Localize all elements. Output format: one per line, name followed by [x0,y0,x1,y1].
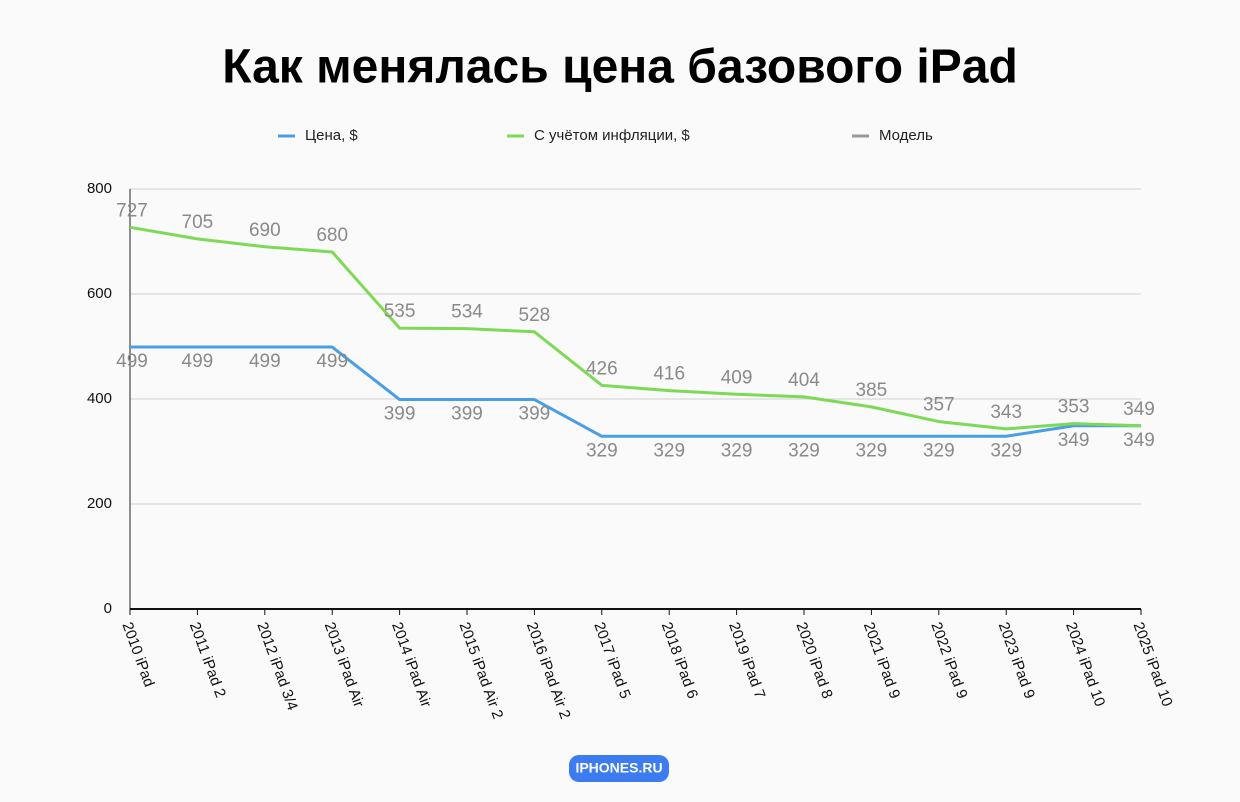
data-label: 499 [249,351,281,372]
source-badge [569,755,669,782]
legend-label: С учётом инфляции, $ [534,127,690,144]
x-tick-label: 2020 iPad 8 [793,620,836,701]
data-label: 329 [856,440,888,461]
x-tick-label: 2014 iPad Air [388,620,434,710]
y-tick-label: 200 [87,495,112,512]
data-label: 329 [586,440,618,461]
data-label: 329 [788,440,820,461]
x-tick-label: 2013 iPad Air [321,620,367,710]
data-label: 349 [1123,430,1155,451]
data-label: 399 [451,404,483,425]
x-tick-label: 2010 iPad [119,620,158,689]
data-label: 690 [249,220,281,241]
data-label: 385 [856,380,888,401]
data-label: 416 [653,364,685,385]
data-label: 329 [721,440,753,461]
x-tick-label: 2021 iPad 9 [860,620,903,701]
data-label: 499 [316,351,348,372]
x-tick-label: 2019 iPad 7 [725,620,768,701]
data-label: 357 [923,395,955,416]
data-label: 349 [1123,399,1155,420]
y-tick-label: 400 [87,390,112,407]
x-tick-label: 2016 iPad Air 2 [523,620,574,721]
x-tick-label: 2011 iPad 2 [186,620,229,700]
data-label: 409 [721,367,753,388]
data-label: 343 [990,402,1022,423]
x-tick-label: 2018 iPad 6 [658,620,701,701]
y-tick-label: 0 [104,600,112,617]
data-label: 680 [316,225,348,246]
data-label: 399 [384,404,416,425]
x-tick-label: 2015 iPad Air 2 [456,620,507,721]
data-label: 329 [653,440,685,461]
data-label: 499 [182,351,214,372]
y-tick-label: 600 [87,285,112,302]
line [130,345,1141,438]
data-label: 727 [116,200,148,221]
data-label: 499 [116,351,148,372]
legend-label: Модель [879,127,933,144]
data-label: 353 [1058,397,1090,418]
x-tick-label: 2017 iPad 5 [590,620,633,701]
data-label: 426 [586,358,618,379]
line [129,225,1142,431]
data-label: 534 [451,302,483,323]
legend-label: Цена, $ [305,127,358,144]
chart-title: Как менялась цена базового iPad [222,41,1018,94]
x-tick-label: 2025 iPad 10 [1130,620,1176,709]
x-tick-label: 2012 iPad 3/4 [253,620,301,713]
data-label: 535 [384,301,416,322]
source: IPHONES.RU [575,760,662,776]
data-label: 404 [788,370,820,391]
data-label: 399 [519,404,551,425]
data-label: 329 [923,440,955,461]
data-label: 705 [182,212,214,233]
data-label: 349 [1058,430,1090,451]
x-tick-label: 2024 iPad 10 [1062,620,1108,709]
x-tick-label: 2023 iPad 9 [995,620,1038,701]
x-tick-label: 2022 iPad 9 [927,620,970,701]
data-label: 528 [519,305,551,326]
y-tick-label: 800 [87,180,112,197]
data-label: 329 [990,440,1022,461]
